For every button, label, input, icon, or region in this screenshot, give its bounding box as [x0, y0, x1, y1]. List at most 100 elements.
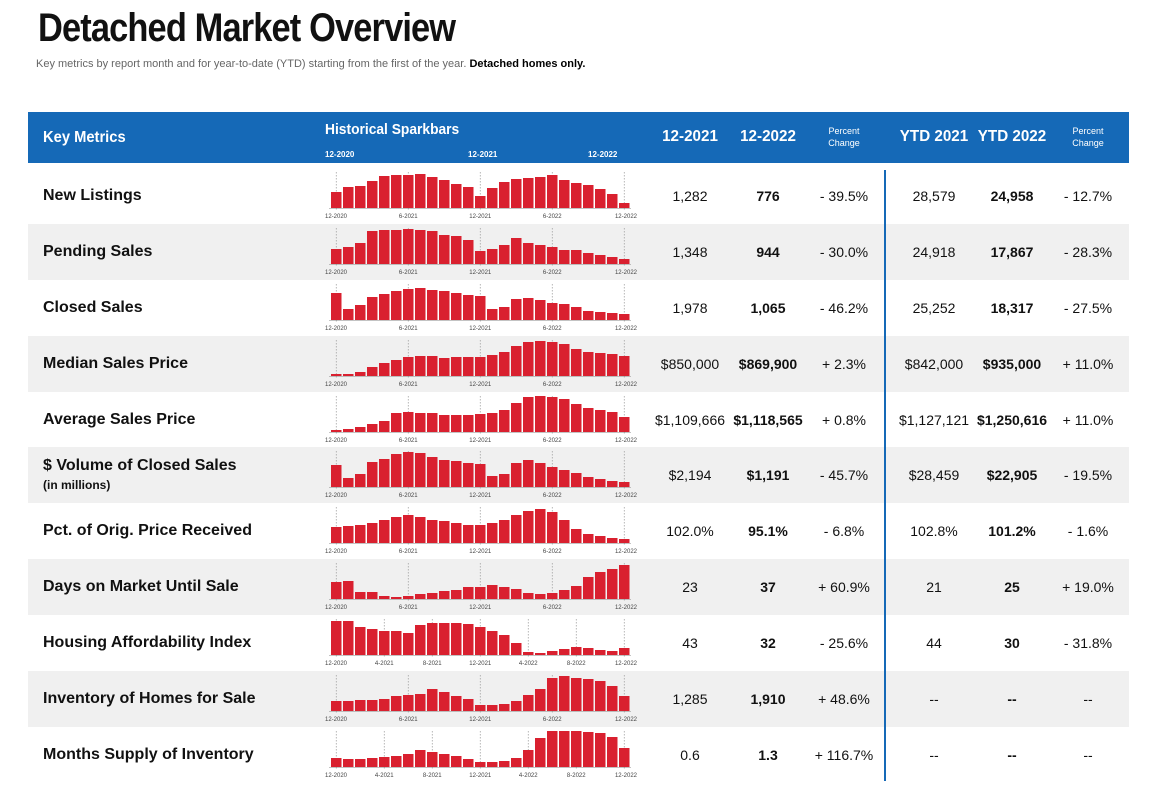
sparkbar-bar: [427, 457, 438, 487]
sparkbar-bar: [415, 174, 426, 208]
sparkbar-bar: [511, 403, 522, 432]
sparkbar-bar: [583, 534, 594, 543]
sparkbar-bar: [607, 737, 618, 767]
sparkbar-chart: 12-2020 4-2021 8-2021 12-2021 4-2022 8-2022 12…: [323, 619, 643, 671]
sparkbar-bar: [415, 625, 426, 655]
sparkbar-axis-label: 12-2022: [615, 326, 638, 332]
sparkbar-bar: [379, 421, 390, 432]
sparkbar-bar: [451, 461, 462, 487]
sparkbar-bar: [403, 515, 414, 543]
sparkbar-bar: [391, 413, 402, 432]
sparkbar-bar: [463, 187, 474, 208]
sparkbar-axis-label: 6-2021: [399, 214, 418, 220]
sparkbar-axis-label: 12-2021: [469, 661, 492, 667]
ytd-percent-change: + 19.0%: [1062, 579, 1114, 595]
sparkbar-bar: [403, 695, 414, 711]
metric-row: Median Sales Price 12-2020 6-2021 12-2021 6-…: [28, 336, 1129, 392]
sparkbar-chart: 12-2020 6-2021 12-2021 6-2022 12-2022: [323, 451, 643, 503]
sparkbar-axis-label: 12-2021: [469, 214, 492, 220]
header-spark-date-mid: 12-2021: [468, 150, 498, 159]
sparkbar-bar: [487, 762, 498, 767]
sparkbar-bar: [415, 288, 426, 320]
sparkbar-axis-label: 12-2022: [615, 605, 638, 611]
sparkbar-bar: [511, 346, 522, 376]
sparkbar-bar: [463, 415, 474, 432]
sparkbar-bar: [391, 756, 402, 767]
ytd-percent-change: - 19.5%: [1063, 467, 1113, 483]
sparkbar-axis-label: 6-2022: [543, 549, 562, 555]
sparkbar-axis-label: 12-2020: [325, 773, 348, 779]
metric-label: Pct. of Orig. Price Received: [43, 522, 252, 539]
sparkbar-bar: [463, 463, 474, 487]
metric-label: Closed Sales: [43, 299, 143, 316]
sparkbar-bar: [391, 631, 402, 655]
ytd-percent-change: + 11.0%: [1062, 412, 1114, 428]
header-ytd-percent-line1: Percent: [1072, 126, 1104, 136]
month-2022-value: 776: [756, 188, 780, 204]
sparkbar-bar: [547, 651, 558, 655]
sparkbar-axis-label: 6-2022: [543, 270, 562, 276]
sparkbar-bar: [331, 582, 342, 599]
sparkbar-bar: [547, 593, 558, 599]
sparkbar-chart: 12-2020 6-2021 12-2021 6-2022 12-2022: [323, 340, 643, 392]
sparkbar-bar: [367, 592, 378, 599]
sparkbar-bar: [463, 240, 474, 264]
sparkbar-bar: [511, 643, 522, 655]
sparkbar-bar: [475, 251, 486, 264]
ytd-2021-value: 44: [926, 635, 942, 651]
sparkbar-axis-label: 6-2021: [399, 438, 418, 444]
sparkbar-bar: [427, 413, 438, 432]
sparkbar-bar: [619, 314, 630, 320]
sparkbar-axis-label: 12-2021: [469, 605, 492, 611]
sparkbar-bar: [343, 621, 354, 655]
ytd-percent-change: --: [1083, 747, 1093, 763]
sparkbar-bar: [367, 700, 378, 711]
metric-label: Inventory of Homes for Sale: [43, 690, 256, 707]
sparkbar-bar: [439, 291, 450, 320]
metric-row: Housing Affordability Index 12-2020 4-2021…: [28, 615, 1129, 671]
sparkbar-bar: [487, 585, 498, 599]
sparkbar-svg: 12-2020 6-2021 12-2021 6-2022 12-2022: [325, 396, 638, 444]
sparkbar-bar: [547, 467, 558, 487]
sparkbar-bar: [355, 627, 366, 655]
sparkbar-axis-label: 12-2022: [615, 661, 638, 667]
sparkbar-bar: [451, 696, 462, 711]
ytd-2022-value: 25: [1004, 579, 1020, 595]
sparkbar-axis-label: 12-2020: [325, 493, 348, 499]
sparkbar-axis-label: 12-2021: [469, 270, 492, 276]
sparkbar-axis-label: 12-2020: [325, 270, 348, 276]
month-2022-value: 1.3: [758, 747, 778, 763]
metric-label: Months Supply of Inventory: [43, 746, 254, 763]
ytd-2021-value: 21: [926, 579, 942, 595]
sparkbar-bar: [559, 399, 570, 432]
sparkbar-bar: [475, 464, 486, 487]
sparkbar-bar: [535, 245, 546, 264]
sparkbar-bar: [559, 676, 570, 711]
ytd-2022-value: --: [1007, 691, 1017, 707]
sparkbar-bar: [391, 517, 402, 543]
header-col-12-2021: 12-2021: [662, 128, 718, 145]
sparkbar-bar: [547, 247, 558, 264]
sparkbar-bar: [619, 748, 630, 767]
sparkbar-bar: [391, 597, 402, 599]
metric-label: $ Volume of Closed Sales: [43, 457, 237, 474]
sparkbar-axis-label: 12-2020: [325, 382, 348, 388]
ytd-percent-change: + 11.0%: [1062, 356, 1114, 372]
metric-label: Median Sales Price: [43, 355, 188, 372]
sparkbar-axis-label: 12-2021: [469, 382, 492, 388]
sparkbar-bar: [475, 587, 486, 599]
sparkbar-bar: [499, 761, 510, 767]
month-2021-value: 102.0%: [666, 523, 714, 539]
sparkbar-bar: [439, 623, 450, 655]
sparkbar-bar: [571, 678, 582, 711]
sparkbar-bar: [343, 701, 354, 711]
sparkbar-bar: [379, 459, 390, 487]
sparkbar-bar: [511, 758, 522, 767]
sparkbar-bar: [331, 701, 342, 711]
sparkbar-bar: [415, 517, 426, 543]
sparkbar-bar: [463, 699, 474, 711]
metric-label: New Listings: [43, 187, 142, 204]
sparkbar-bar: [499, 474, 510, 487]
sparkbar-bar: [583, 648, 594, 655]
month-2022-value: $1,118,565: [733, 412, 803, 428]
